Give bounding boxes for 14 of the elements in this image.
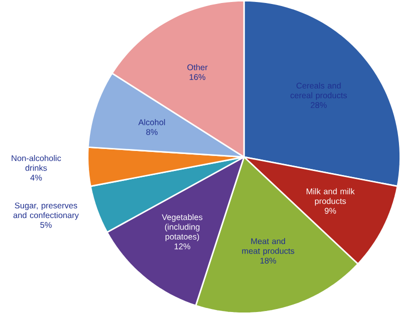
slice-label: Milk and milk products [306, 188, 355, 206]
data-label: 9% [324, 208, 336, 214]
data-label: 5% [40, 222, 52, 228]
slice-label: Meat and meat products [242, 238, 294, 256]
slice-label: Other [187, 64, 208, 70]
slice-label: Vegetables (including potatoes) [162, 214, 202, 242]
slice-label: Non-alcoholic drinks [12, 155, 61, 171]
data-label: 8% [146, 129, 158, 135]
data-label: 4% [30, 174, 42, 181]
slice-label: Sugar, preserves and confectionary [13, 202, 79, 220]
data-label: 12% [174, 243, 190, 250]
slice-label: Alcohol [138, 119, 165, 126]
data-label: 16% [190, 74, 206, 80]
data-label: 18% [260, 258, 276, 264]
